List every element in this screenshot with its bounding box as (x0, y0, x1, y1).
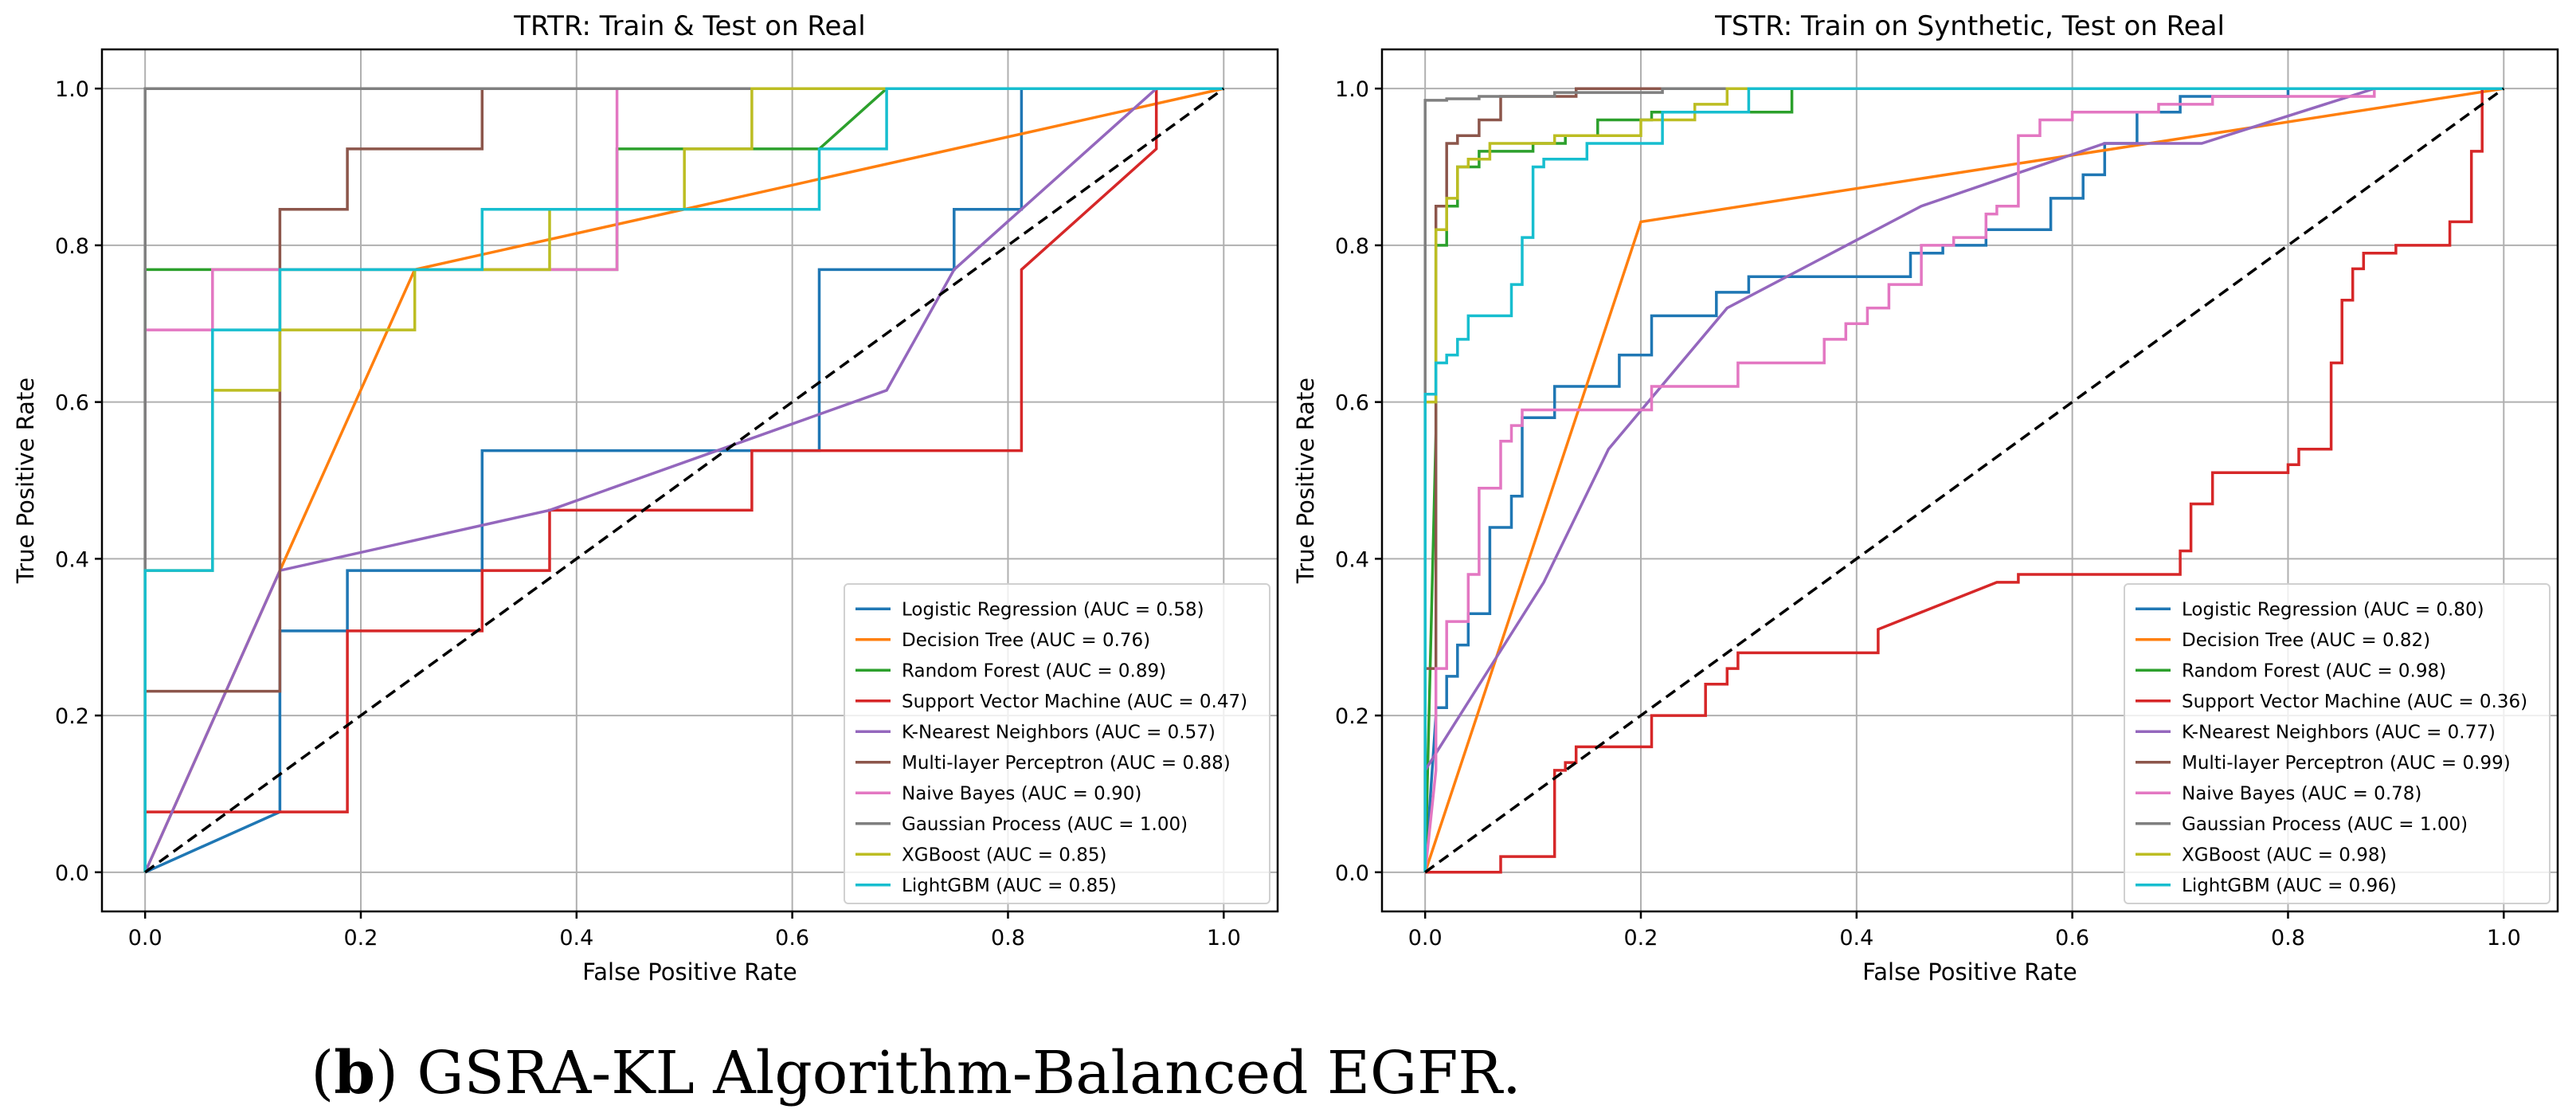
legend-item-xgboost: XGBoost (AUC = 0.98) (2136, 845, 2387, 865)
y-tick-label: 0.6 (55, 391, 89, 416)
legend-label: K-Nearest Neighbors (AUC = 0.57) (902, 722, 1216, 743)
x-axis-label: False Positive Rate (1862, 958, 2077, 986)
axes-frame (100, 48, 1279, 913)
legend-item-logistic-regression: Logistic Regression (AUC = 0.58) (855, 599, 1204, 620)
y-tick-label: 0.0 (55, 861, 89, 886)
x-tick-label: 0.6 (2055, 926, 2089, 950)
chart-title: TRTR: Train & Test on Real (513, 10, 865, 42)
legend-label: Multi-layer Perceptron (AUC = 0.88) (902, 753, 1231, 774)
diagonal-reference-line (144, 87, 1225, 874)
series-line-multi-layer-perceptron (143, 87, 1224, 872)
legend-box (844, 583, 1270, 904)
caption-body: ) GSRA-KL Algorithm-Balanced EGFR. (375, 1039, 1521, 1107)
x-tick-label: 1.0 (2487, 926, 2521, 950)
legend-label: Naive Bayes (AUC = 0.90) (902, 783, 1141, 804)
series-line-lightgbm (143, 87, 1224, 872)
series-line-logistic-regression (1423, 87, 2504, 872)
caption-label: b (334, 1039, 375, 1107)
legend-item-naive-bayes: Naive Bayes (AUC = 0.78) (2136, 783, 2421, 804)
diagonal-reference-line (1424, 87, 2505, 874)
y-tick-label: 1.0 (55, 77, 89, 102)
legend: Logistic Regression (AUC = 0.58) Decision… (844, 583, 1270, 904)
caption-open-paren: ( (311, 1039, 334, 1107)
y-tick-label: 0.6 (1335, 391, 1369, 416)
y-tick-label: 0.8 (1335, 234, 1369, 259)
caption-text: (b) GSRA-KL Algorithm-Balanced EGFR. (311, 1039, 1521, 1107)
legend-label: Random Forest (AUC = 0.98) (2182, 660, 2446, 681)
x-tick-label: 1.0 (1207, 926, 1241, 950)
y-tick-label: 0.0 (1335, 861, 1369, 886)
legend-label: Support Vector Machine (AUC = 0.47) (902, 692, 1247, 712)
x-axis-label: False Positive Rate (582, 958, 797, 986)
chart-title: TSTR: Train on Synthetic, Test on Real (1714, 10, 2225, 42)
legend-item-logistic-regression: Logistic Regression (AUC = 0.80) (2136, 599, 2484, 620)
legend-item-gaussian-process: Gaussian Process (AUC = 1.00) (2136, 814, 2468, 835)
legend-label: Multi-layer Perceptron (AUC = 0.99) (2182, 753, 2511, 774)
legend-label: Logistic Regression (AUC = 0.80) (2182, 599, 2484, 620)
series-group (143, 87, 1224, 874)
series-line-lightgbm (1423, 87, 2504, 872)
ticks: 0.0 0.2 0.4 0.6 0.8 1.0 0.0 0.2 0.4 0.6 0.8 1.0 (1335, 77, 2521, 950)
series-group (1423, 87, 2504, 874)
legend-label: Decision Tree (AUC = 0.76) (902, 630, 1150, 651)
x-tick-label: 0.2 (344, 926, 378, 950)
legend-item-random-forest: Random Forest (AUC = 0.98) (2136, 660, 2446, 681)
ticks: 0.0 0.2 0.4 0.6 0.8 1.0 0.0 0.2 0.4 0.6 0.8 1.0 (55, 77, 1241, 950)
series-line-naive-bayes (1423, 87, 2504, 872)
y-tick-label: 1.0 (1335, 77, 1369, 102)
legend-item-naive-bayes: Naive Bayes (AUC = 0.90) (855, 783, 1141, 804)
legend-label: Gaussian Process (AUC = 1.00) (2182, 814, 2468, 835)
legend-label: Random Forest (AUC = 0.89) (902, 660, 1166, 681)
legend-label: Support Vector Machine (AUC = 0.36) (2182, 692, 2527, 712)
x-tick-label: 0.4 (559, 926, 593, 950)
x-tick-label: 0.6 (775, 926, 809, 950)
axes-frame (1380, 48, 2559, 913)
legend-item-decision-tree: Decision Tree (AUC = 0.76) (855, 630, 1150, 651)
legend-item-lightgbm: LightGBM (AUC = 0.85) (855, 876, 1117, 896)
y-tick-label: 0.2 (55, 704, 89, 729)
legend-item-support-vector-machine: Support Vector Machine (AUC = 0.47) (855, 692, 1247, 712)
legend-label: Gaussian Process (AUC = 1.00) (902, 814, 1188, 835)
y-axis-label: True Positive Rate (1292, 378, 1319, 584)
x-tick-label: 0.0 (128, 926, 162, 950)
legend-item-k-nearest-neighbors: K-Nearest Neighbors (AUC = 0.77) (2136, 722, 2496, 743)
x-tick-label: 0.8 (991, 926, 1025, 950)
legend-label: Naive Bayes (AUC = 0.78) (2182, 783, 2421, 804)
x-tick-label: 0.8 (2271, 926, 2305, 950)
legend-label: Logistic Regression (AUC = 0.58) (902, 599, 1204, 620)
legend-item-decision-tree: Decision Tree (AUC = 0.82) (2136, 630, 2430, 651)
x-tick-label: 0.2 (1624, 926, 1658, 950)
legend-label: Decision Tree (AUC = 0.82) (2182, 630, 2430, 651)
legend-label: XGBoost (AUC = 0.85) (902, 845, 1107, 865)
legend-box (2124, 583, 2551, 904)
legend-item-lightgbm: LightGBM (AUC = 0.96) (2136, 876, 2397, 896)
legend-item-support-vector-machine: Support Vector Machine (AUC = 0.36) (2136, 692, 2527, 712)
legend-item-k-nearest-neighbors: K-Nearest Neighbors (AUC = 0.57) (855, 722, 1216, 743)
roc-panel-tstr: 0.0 0.2 0.4 0.6 0.8 1.0 0.0 0.2 0.4 0.6 0.8 1.0 TSTR… (1292, 10, 2559, 986)
legend-label: LightGBM (AUC = 0.96) (2182, 876, 2397, 896)
y-tick-label: 0.8 (55, 234, 89, 259)
y-axis-label: True Positive Rate (12, 378, 39, 584)
legend-item-multi-layer-perceptron: Multi-layer Perceptron (AUC = 0.99) (2136, 753, 2511, 774)
legend-item-gaussian-process: Gaussian Process (AUC = 1.00) (855, 814, 1188, 835)
figure-caption: (b) GSRA-KL Algorithm-Balanced EGFR. (311, 1039, 1521, 1107)
legend-label: K-Nearest Neighbors (AUC = 0.77) (2182, 722, 2496, 743)
x-tick-label: 0.0 (1408, 926, 1443, 950)
legend-item-xgboost: XGBoost (AUC = 0.85) (855, 845, 1107, 865)
series-line-support-vector-machine (1425, 87, 2504, 874)
y-tick-label: 0.4 (55, 547, 89, 572)
y-tick-label: 0.4 (1335, 547, 1369, 572)
x-tick-label: 0.4 (1839, 926, 1873, 950)
series-line-gaussian-process (1423, 87, 2504, 872)
series-line-xgboost (1423, 87, 2504, 872)
roc-panel-trtr: 0.0 0.2 0.4 0.6 0.8 1.0 0.0 0.2 0.4 0.6 0.8 1.0 TRTR… (12, 10, 1279, 986)
legend-item-multi-layer-perceptron: Multi-layer Perceptron (AUC = 0.88) (855, 753, 1231, 774)
legend-label: LightGBM (AUC = 0.85) (902, 876, 1117, 896)
legend: Logistic Regression (AUC = 0.80) Decision… (2124, 583, 2551, 904)
legend-item-random-forest: Random Forest (AUC = 0.89) (855, 660, 1166, 681)
series-line-k-nearest-neighbors (1423, 87, 2504, 872)
y-tick-label: 0.2 (1335, 704, 1369, 729)
legend-label: XGBoost (AUC = 0.98) (2182, 845, 2387, 865)
